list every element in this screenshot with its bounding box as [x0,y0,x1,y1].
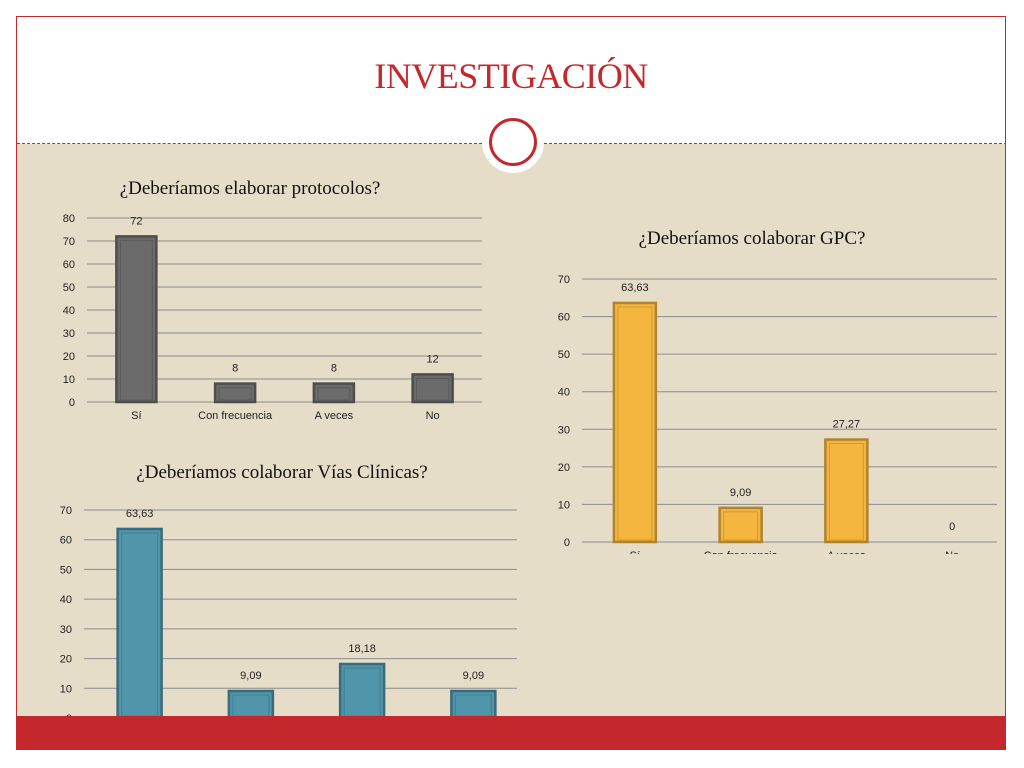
bar [115,235,158,404]
header-divider-right [544,143,1005,144]
y-tick-label: 70 [60,505,72,517]
bar [213,382,257,404]
chart-protocolos: 0 10 20 30 40 50 60 70 80 72 Sí 8 Con frecuencia 8 A v… [63,213,482,422]
circle-emblem-icon [482,111,544,173]
y-tick-label: 30 [60,624,72,636]
y-tick-label: 80 [63,213,75,225]
data-label: 63,63 [126,508,154,520]
bar-inner-bevel [416,377,450,401]
y-tick-label: 50 [558,349,570,361]
bar-inner-bevel [119,239,153,401]
chart-gpc: 0 10 20 30 40 50 60 70 63,63 Sí 9,09 Con frecuencia… [558,274,997,554]
header-divider-left [17,143,482,144]
data-label: 9,09 [730,487,751,499]
x-tick-label: No [945,550,959,554]
data-label: 72 [130,215,142,227]
data-label: 12 [427,353,439,365]
y-tick-label: 50 [63,282,75,294]
slide: INVESTIGACIÓN ¿Deberíamos elaborar proto… [16,16,1006,750]
slide-content: ¿Deberíamos elaborar protocolos? ¿Deberí… [17,144,1005,738]
x-tick-label: A veces [315,410,354,422]
y-tick-label: 70 [63,236,75,248]
data-label: 8 [232,363,238,375]
y-tick-label: 70 [558,274,570,286]
bar [116,527,163,720]
bar-inner-bevel [723,511,759,541]
y-tick-label: 50 [60,564,72,576]
y-tick-label: 60 [63,259,75,271]
x-tick-label: Sí [131,410,141,422]
chart-title-protocolos: ¿Deberíamos elaborar protocolos? [119,178,381,199]
y-tick-label: 20 [63,351,75,363]
data-label: 9,09 [463,670,484,682]
data-label: 0 [949,521,955,533]
x-tick-label: A veces [827,550,866,554]
y-tick-label: 0 [69,397,75,409]
bar [612,301,658,544]
bar-inner-bevel [617,306,653,541]
y-tick-label: 40 [558,387,570,399]
data-label: 9,09 [240,670,261,682]
page-title: INVESTIGACIÓN [374,56,648,96]
bar [411,373,454,404]
slide-footer [17,716,1005,749]
circle-emblem-ring [489,118,537,166]
x-tick-label: No [426,410,440,422]
y-tick-label: 20 [60,654,72,666]
y-tick-label: 40 [63,305,75,317]
bar [338,662,386,720]
data-label: 27,27 [833,419,861,431]
bar [227,689,275,720]
y-tick-label: 0 [564,537,570,549]
bar [312,382,356,404]
y-tick-label: 60 [60,535,72,547]
y-tick-label: 30 [63,328,75,340]
bar-inner-bevel [828,443,864,541]
y-tick-label: 10 [63,374,75,386]
y-tick-label: 40 [60,594,72,606]
y-tick-label: 60 [558,312,570,324]
y-tick-label: 20 [558,462,570,474]
chart-title-vias: ¿Deberíamos colaborar Vías Clínicas? [136,462,428,483]
x-tick-label: Con frecuencia [704,550,779,554]
bar [718,506,763,544]
data-label: 8 [331,363,337,375]
bar [450,689,497,720]
bar-inner-bevel [218,387,252,401]
y-tick-label: 10 [60,683,72,695]
x-tick-label: Con frecuencia [198,410,273,422]
x-tick-label: Sí [630,550,640,554]
data-label: 18,18 [348,643,376,655]
bar [824,438,869,544]
data-label: 63,63 [621,282,649,294]
bar-inner-bevel [317,387,351,401]
chart-title-gpc: ¿Deberíamos colaborar GPC? [638,228,866,249]
y-tick-label: 10 [558,499,570,511]
y-tick-label: 30 [558,424,570,436]
